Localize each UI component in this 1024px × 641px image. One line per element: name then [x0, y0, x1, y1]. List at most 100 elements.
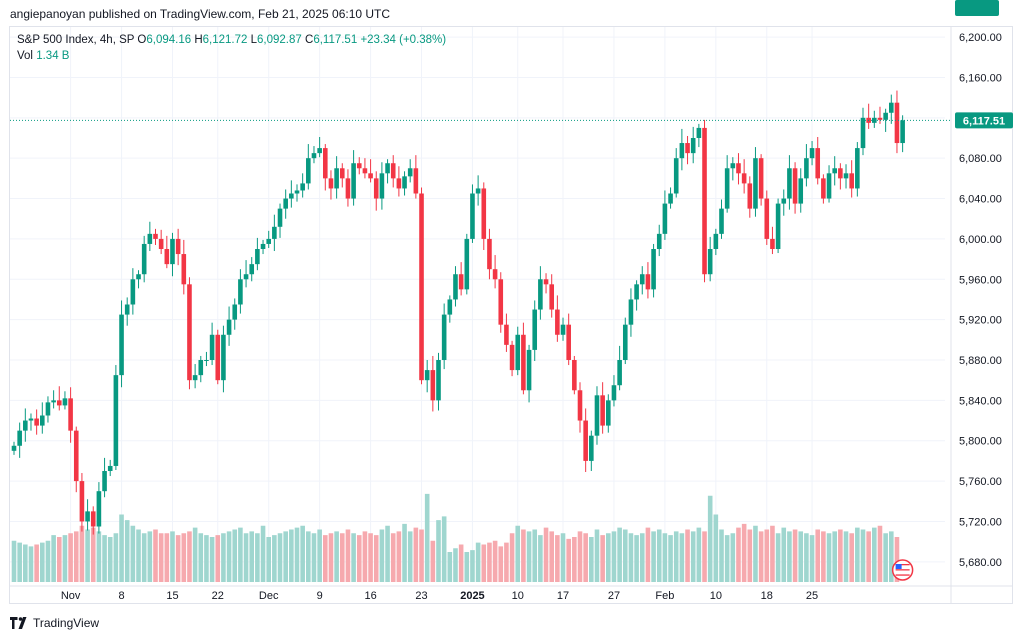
- candle: [390, 163, 396, 179]
- volume-bar: [809, 535, 815, 582]
- volume-bar: [130, 525, 136, 582]
- volume-bar: [696, 527, 702, 582]
- candle: [877, 117, 883, 120]
- volume-bar: [289, 529, 294, 582]
- candle: [662, 203, 668, 234]
- volume-bar: [226, 531, 232, 582]
- candle: [594, 395, 600, 436]
- candle: [521, 334, 526, 391]
- candle: [170, 238, 175, 265]
- x-tick-label: 23: [415, 590, 427, 602]
- volume-bar: [792, 529, 798, 582]
- candle: [345, 178, 351, 199]
- volume-bar: [373, 535, 379, 582]
- volume-bar: [577, 531, 583, 582]
- volume-bar: [436, 520, 441, 582]
- x-tick-label: 10: [512, 590, 524, 602]
- volume-bar: [51, 535, 56, 582]
- x-tick-label: 9: [317, 590, 323, 602]
- y-tick-label: 5,760.00: [959, 476, 1002, 488]
- volume-bar: [747, 529, 753, 582]
- candle: [90, 511, 96, 527]
- low-value: 6,092.87: [257, 34, 302, 46]
- volume-bar: [543, 527, 549, 582]
- volume-bar: [894, 537, 900, 582]
- candle: [470, 193, 475, 239]
- candle: [515, 334, 521, 371]
- volume-bar: [707, 495, 713, 582]
- candle: [311, 153, 317, 159]
- candle: [606, 400, 611, 426]
- last-price-tag: [955, 112, 1013, 129]
- tradingview-logo-icon: [10, 617, 27, 629]
- volume-bar: [651, 531, 656, 582]
- volume-bar: [260, 525, 266, 582]
- volume-bar: [843, 531, 849, 582]
- candle: [226, 319, 232, 335]
- candle: [45, 402, 51, 416]
- volume-bar: [787, 531, 792, 582]
- candle: [260, 243, 266, 249]
- candle: [130, 279, 136, 305]
- volume-bar: [221, 533, 226, 582]
- volume-bar: [85, 529, 90, 582]
- volume-bar: [413, 527, 419, 582]
- volume-bar: [90, 527, 96, 582]
- volume-bar: [379, 529, 385, 582]
- last-volume-label: 1.34 B: [961, 0, 993, 3]
- x-tick-label: 16: [364, 590, 376, 602]
- candle: [713, 233, 719, 249]
- volume-bar: [611, 531, 617, 582]
- close-value: 6,117.51: [313, 34, 358, 46]
- candle: [306, 158, 311, 184]
- volume-bar: [758, 531, 764, 582]
- volume-bar: [28, 546, 34, 582]
- high-value: 6,121.72: [202, 34, 248, 46]
- volume-bar: [849, 533, 854, 582]
- volume-bar: [187, 531, 192, 582]
- candle: [68, 398, 73, 431]
- volume-bar: [679, 533, 685, 582]
- volume-bar: [272, 535, 277, 582]
- candle: [379, 173, 385, 199]
- volume-bar: [192, 527, 198, 582]
- volume-bar: [45, 540, 51, 582]
- volume-bar: [589, 537, 594, 582]
- volume-bar: [339, 533, 345, 582]
- volume-bar: [175, 535, 181, 582]
- volume-bar: [736, 527, 741, 582]
- candle: [153, 233, 158, 239]
- candle: [102, 471, 107, 492]
- volume-bar: [764, 529, 770, 582]
- candle: [889, 102, 894, 113]
- candle: [424, 370, 430, 381]
- volume-bar: [356, 535, 362, 582]
- volume-bar: [68, 533, 73, 582]
- candle: [283, 198, 288, 209]
- volume-bar: [606, 533, 611, 582]
- vol-label: Vol: [17, 50, 33, 62]
- volume-bar: [521, 529, 526, 582]
- volume-bar: [690, 531, 696, 582]
- candle: [28, 418, 34, 421]
- candle: [702, 127, 707, 275]
- volume-bar: [119, 514, 124, 582]
- candle: [192, 375, 198, 381]
- candle: [198, 360, 204, 376]
- candle: [294, 190, 300, 194]
- volume-bar: [866, 531, 871, 582]
- candle: [215, 334, 221, 381]
- volume-bar: [204, 535, 209, 582]
- flag-stripe: [895, 574, 910, 576]
- volume-bar: [504, 542, 509, 582]
- volume-bar: [249, 531, 255, 582]
- candle: [407, 168, 413, 177]
- candle: [221, 334, 226, 381]
- candle: [430, 370, 436, 401]
- candle: [339, 168, 345, 179]
- candle: [385, 163, 390, 174]
- volume-bar: [283, 531, 288, 582]
- candle: [232, 304, 238, 320]
- candle: [809, 148, 815, 159]
